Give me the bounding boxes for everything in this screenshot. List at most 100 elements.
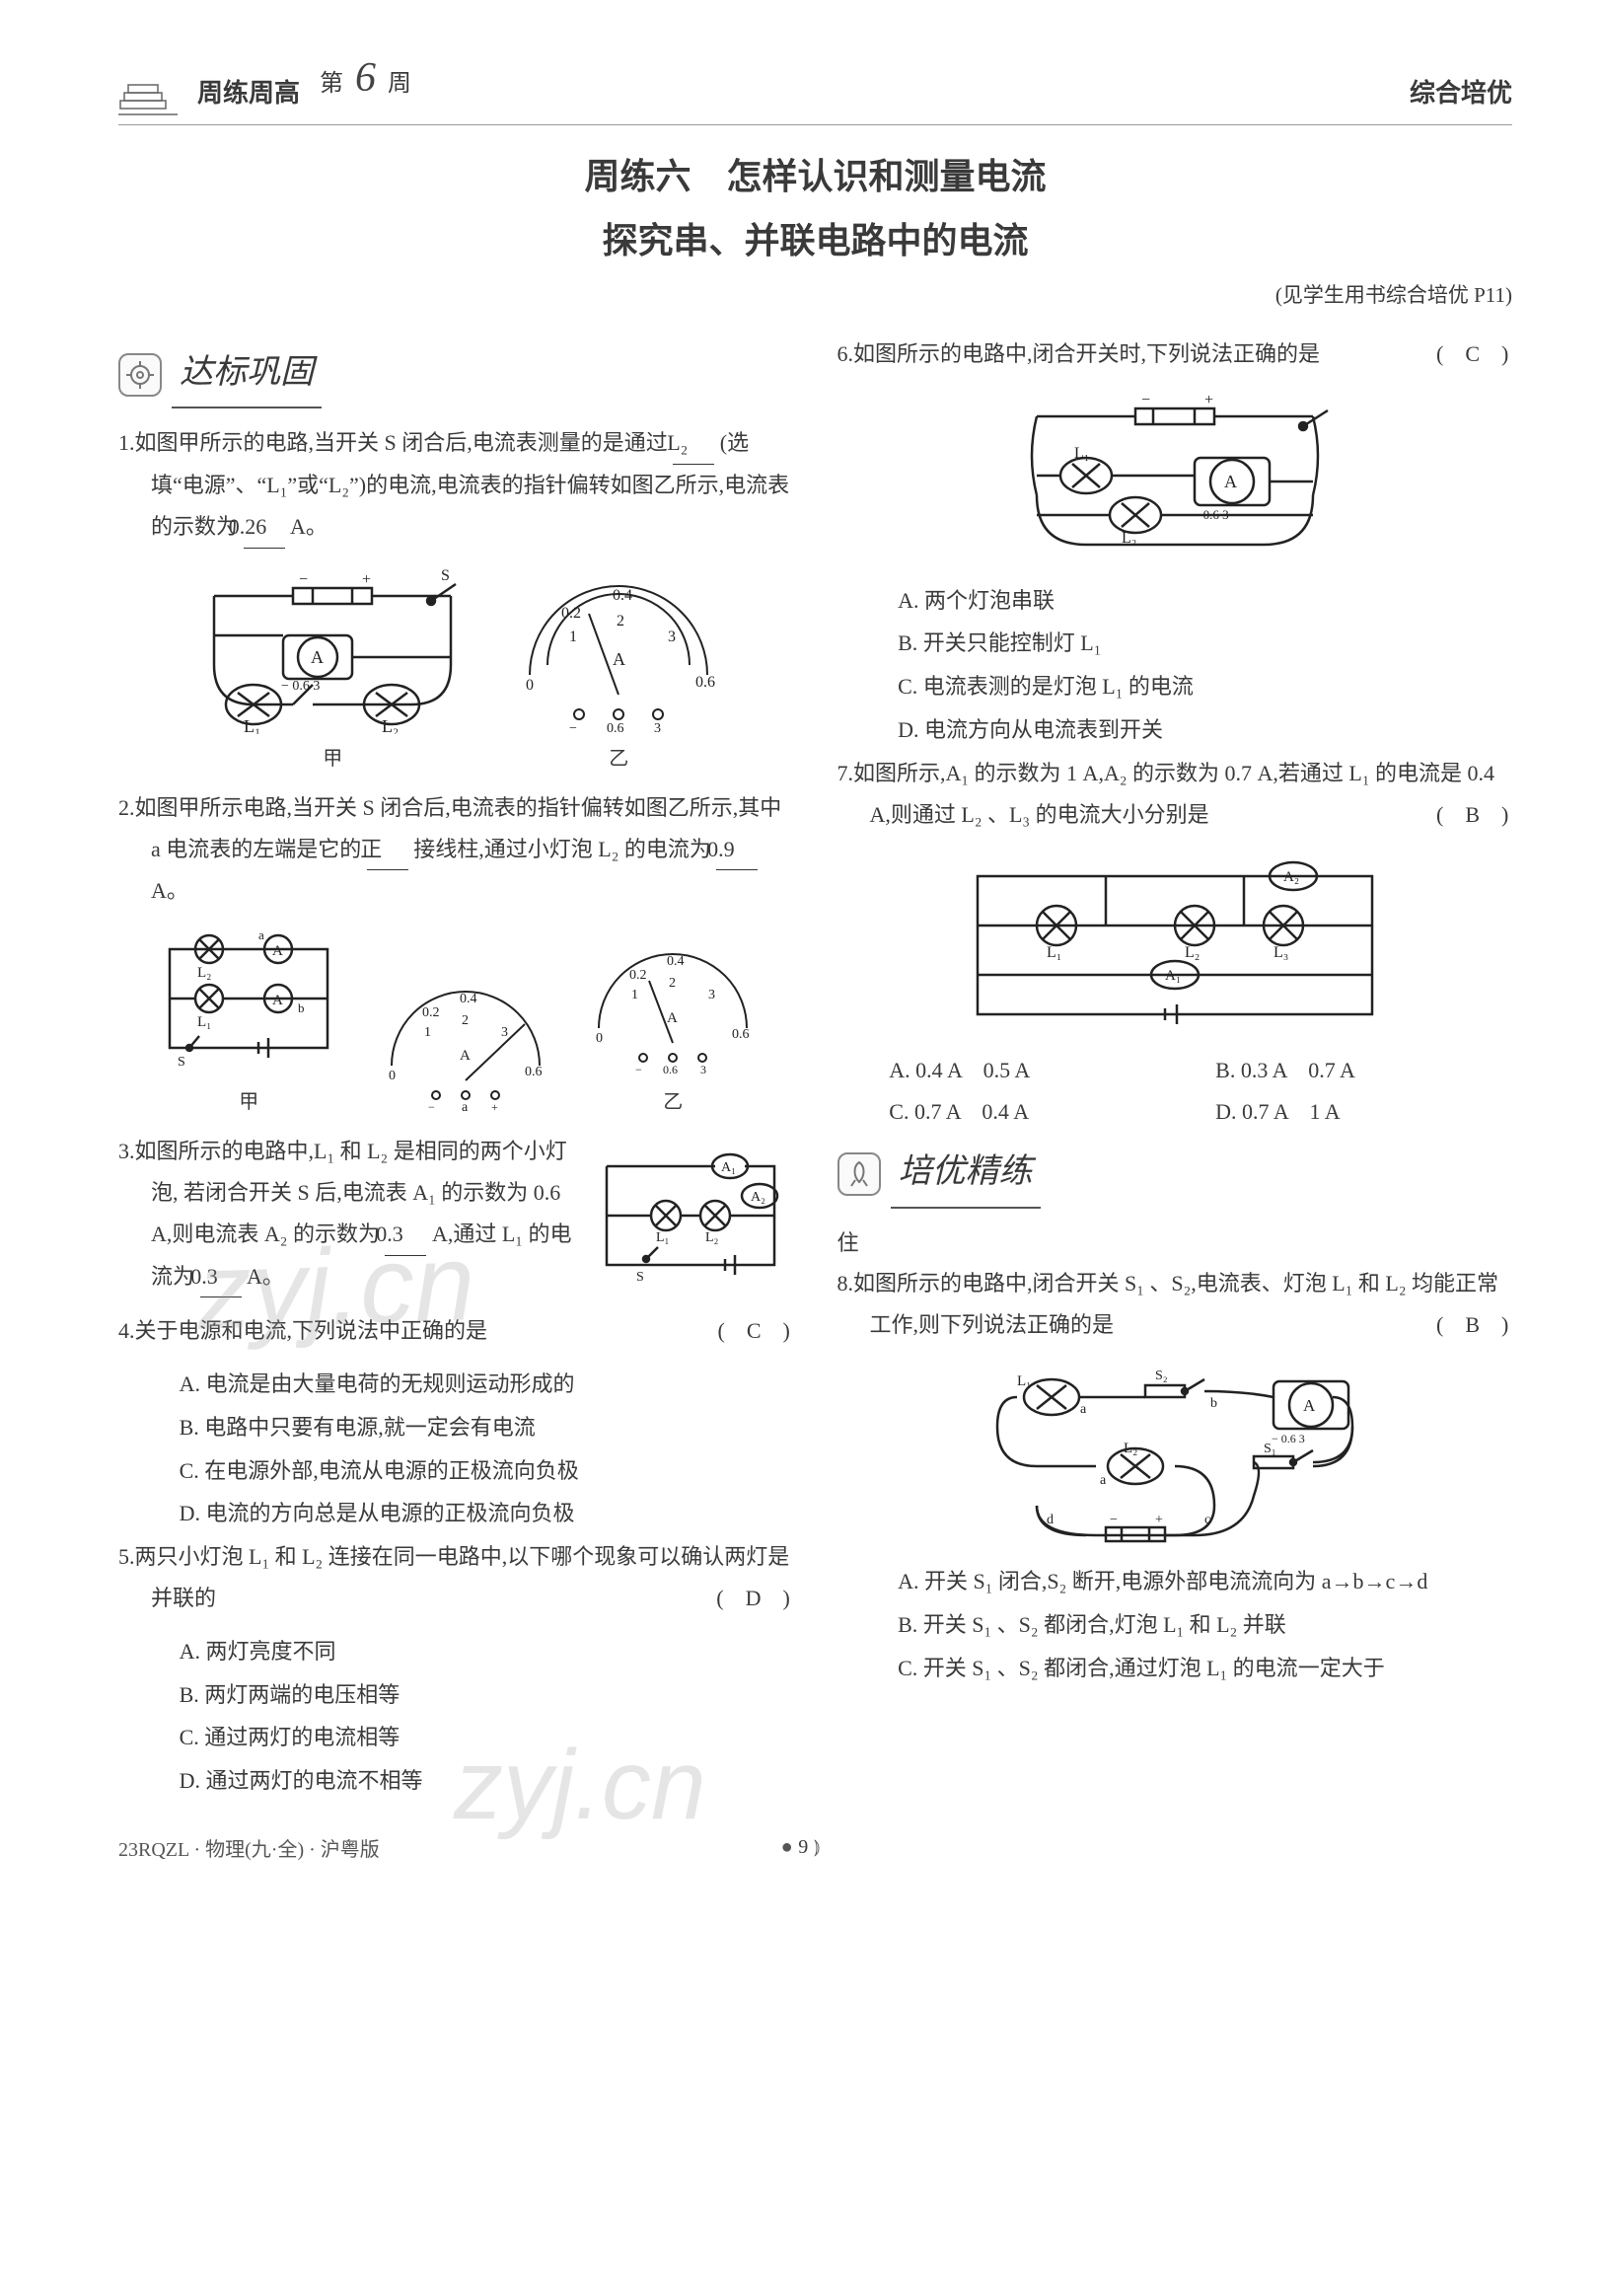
svg-text:A: A — [460, 1048, 471, 1064]
book-reference: (见学生用书综合培优 P11) — [118, 276, 1512, 316]
problem-3: 3.如图所示的电路中,L₁ 和 L₂ 是相同的两个小灯泡, 若闭合开关 S 后,… — [118, 1131, 577, 1297]
svg-text:0.6: 0.6 — [732, 1027, 750, 1042]
q4-options: A. 电流是由大量电荷的无规则运动形成的 B. 电路中只要有电源,就一定会有电流… — [118, 1364, 794, 1534]
svg-text:S: S — [178, 1055, 185, 1070]
problem-6: 6.如图所示的电路中,闭合开关时,下列说法正确的是 ( C ) — [837, 333, 1513, 375]
problem-4: 4.关于电源和电流,下列说法中正确的是 ( C ) — [118, 1310, 794, 1352]
week-label: 第 6 周 — [320, 39, 411, 118]
svg-text:L₁: L₁ — [1074, 445, 1089, 462]
q3-blank1: 0.3 — [385, 1214, 426, 1256]
svg-text:A₂: A₂ — [1283, 869, 1299, 885]
q2-figures: L₂ L₁ A a A b S 甲 — [118, 924, 794, 1121]
svg-text:L₃: L₃ — [1274, 944, 1288, 961]
q2-blank1: 正 — [367, 829, 408, 871]
svg-text:d: d — [1047, 1513, 1054, 1527]
svg-text:0.2: 0.2 — [422, 1005, 440, 1020]
q3-blank2: 0.3 — [200, 1256, 242, 1298]
svg-text:0.2: 0.2 — [629, 968, 647, 983]
svg-text:c: c — [1204, 1513, 1210, 1527]
svg-text:0: 0 — [389, 1069, 396, 1083]
q2-cap1: 甲 — [150, 1083, 347, 1121]
svg-text:− 0.6 3: − 0.6 3 — [281, 679, 320, 694]
q6-options: A. 两个灯泡串联 B. 开关只能控制灯 L₁ C. 电流表测的是灯泡 L₁ 的… — [837, 580, 1513, 751]
svg-text:a: a — [1100, 1473, 1107, 1488]
svg-text:S: S — [636, 1270, 644, 1285]
q1-figures: − + L₁ L₂ A − 0.6 3 S — [118, 560, 794, 778]
svg-text:1: 1 — [631, 988, 638, 1002]
svg-text:+: + — [491, 1100, 498, 1114]
svg-text:A: A — [311, 647, 324, 667]
svg-text:2: 2 — [617, 613, 624, 630]
q2-meter-b-icon: 0 0.2 0.4 0.6 1 2 3 A − 0.6 3 b — [584, 939, 762, 1077]
svg-text:L₁: L₁ — [1047, 944, 1061, 961]
q5-options: A. 两灯亮度不同 B. 两灯两端的电压相等 C. 通过两灯的电流相等 D. 通… — [118, 1631, 794, 1802]
svg-text:0.6: 0.6 — [663, 1063, 678, 1076]
q8-circuit-icon: L₁ a L₂ a S₂ b S₁ A − 0.6 3 −+ d c — [958, 1358, 1392, 1555]
svg-text:−: − — [1141, 392, 1150, 408]
q6-circuit-icon: −+ L₁ L₂ A − 0.6 3 — [997, 387, 1352, 574]
section-b-title: 培优精练 — [891, 1141, 1041, 1209]
bullet-icon: ⦆ — [814, 1836, 821, 1858]
problem-1: 1.如图甲所示的电路,当开关 S 闭合后,电流表测量的是通过 L₂ (选填“电源… — [118, 422, 794, 548]
svg-text:2: 2 — [462, 1013, 469, 1028]
q3-circuit-icon: A₁ A₂ L₁ L₂ S — [587, 1137, 794, 1304]
svg-text:A₁: A₁ — [1165, 968, 1181, 984]
svg-text:0: 0 — [596, 1031, 603, 1046]
q1-blank1: L₂ — [673, 422, 714, 465]
header-left: 周练周高 第 6 周 — [118, 39, 411, 118]
svg-text:A: A — [272, 993, 283, 1008]
svg-text:A: A — [1224, 472, 1237, 491]
svg-text:0.6: 0.6 — [695, 674, 715, 691]
q1-meter-icon: 0 0.2 0.4 0.6 1 2 3 A − 0.6 3 — [510, 566, 727, 734]
svg-text:S₂: S₂ — [1155, 1369, 1168, 1383]
rocket-icon — [837, 1152, 881, 1196]
q7-answer: ( B ) — [1469, 794, 1512, 836]
svg-text:− 0.6 3: − 0.6 3 — [1272, 1432, 1305, 1445]
q5-answer: ( D ) — [749, 1578, 793, 1619]
svg-text:L₂: L₂ — [705, 1230, 719, 1245]
problem-8: 8.如图所示的电路中,闭合开关 S₁ 、S₂,电流表、灯泡 L₁ 和 L₂ 均能… — [837, 1263, 1513, 1346]
svg-text:L₂: L₂ — [382, 716, 399, 734]
q2-blank2: 0.9 — [716, 829, 758, 871]
svg-text:+: + — [362, 571, 371, 588]
svg-text:1: 1 — [569, 629, 577, 645]
svg-text:0.4: 0.4 — [667, 954, 685, 969]
books-icon — [118, 79, 178, 118]
q8-options: A. 开关 S₁ 闭合,S₂ 断开,电源外部电流流向为 a→b→c→d B. 开… — [837, 1561, 1513, 1688]
section-a-title: 达标巩固 — [172, 341, 322, 409]
svg-text:2: 2 — [669, 976, 676, 991]
q1-circuit-icon: − + L₁ L₂ A − 0.6 3 S — [184, 566, 480, 734]
svg-text:−: − — [299, 571, 308, 588]
svg-text:3: 3 — [654, 721, 661, 734]
svg-text:A: A — [1303, 1396, 1316, 1415]
left-column: 达标巩固 1.如图甲所示的电路,当开关 S 闭合后,电流表测量的是通过 L₂ (… — [118, 333, 794, 1804]
header-right: 综合培优 — [1410, 69, 1512, 117]
q7-circuit-icon: L₁ L₂ L₃ A₂ A₁ — [948, 847, 1402, 1044]
right-column: 6.如图所示的电路中,闭合开关时,下列说法正确的是 ( C ) − + L₁ L₂… — [837, 333, 1513, 1804]
problem-2: 2.如图甲所示电路,当开关 S 闭合后,电流表的指针偏转如图乙所示,其中 a 电… — [118, 787, 794, 912]
svg-text:S: S — [441, 567, 450, 584]
svg-text:L₁: L₁ — [656, 1230, 669, 1245]
svg-text:3: 3 — [501, 1025, 508, 1040]
q6-answer: ( C ) — [1469, 333, 1512, 375]
svg-text:L₂: L₂ — [1122, 530, 1136, 547]
q7-options: A. 0.4 A 0.5 A B. 0.3 A 0.7 A C. 0.7 A 0… — [837, 1050, 1513, 1133]
svg-text:L₂: L₂ — [1185, 944, 1200, 961]
section-b-header: 培优精练 — [837, 1141, 1513, 1209]
q1-cap2: 乙 — [510, 740, 727, 778]
svg-text:a: a — [1080, 1402, 1087, 1417]
svg-text:b: b — [298, 1000, 305, 1015]
svg-text:+: + — [1204, 392, 1213, 408]
q2-circuit-icon: L₂ L₁ A a A b S — [150, 929, 347, 1077]
svg-text:0: 0 — [526, 677, 534, 694]
svg-text:3: 3 — [700, 1063, 706, 1076]
problem-5: 5.两只小灯泡 L₁ 和 L₂ 连接在同一电路中,以下哪个现象可以确认两灯是并联… — [118, 1536, 794, 1619]
svg-text:a: a — [258, 929, 264, 942]
main-title-1: 周练六 怎样认识和测量电流 — [118, 149, 1512, 206]
svg-text:0.6: 0.6 — [525, 1065, 543, 1079]
series-title: 周练周高 — [197, 69, 300, 117]
svg-text:A₂: A₂ — [751, 1190, 765, 1205]
svg-text:−: − — [1110, 1513, 1118, 1527]
section-a-header: 达标巩固 — [118, 341, 794, 409]
page-number: ● 9 ⦆ — [0, 1825, 1601, 1867]
